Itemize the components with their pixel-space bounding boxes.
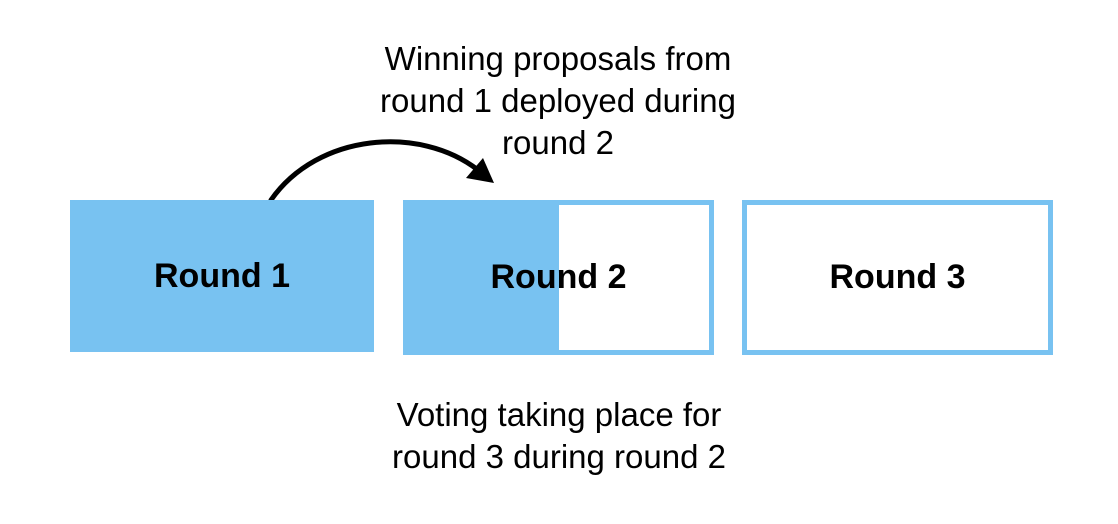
round-1-box: Round 1 <box>70 200 374 352</box>
round-1-label: Round 1 <box>154 256 290 295</box>
bottom-caption-line: round 3 during round 2 <box>392 438 726 475</box>
round-3-box: Round 3 <box>742 200 1053 355</box>
top-caption-line: round 1 deployed during <box>380 82 736 119</box>
round-2-box: Round 2 <box>403 200 714 355</box>
top-caption-line: round 2 <box>502 124 614 161</box>
top-caption: Winning proposals from round 1 deployed … <box>356 38 760 164</box>
round-2-progress-fill <box>408 205 559 350</box>
bottom-caption: Voting taking place for round 3 during r… <box>350 394 768 478</box>
bottom-caption-line: Voting taking place for <box>396 396 722 433</box>
round-3-label: Round 3 <box>829 258 966 296</box>
round-2-label: Round 2 <box>490 258 627 296</box>
top-caption-line: Winning proposals from <box>384 40 732 77</box>
